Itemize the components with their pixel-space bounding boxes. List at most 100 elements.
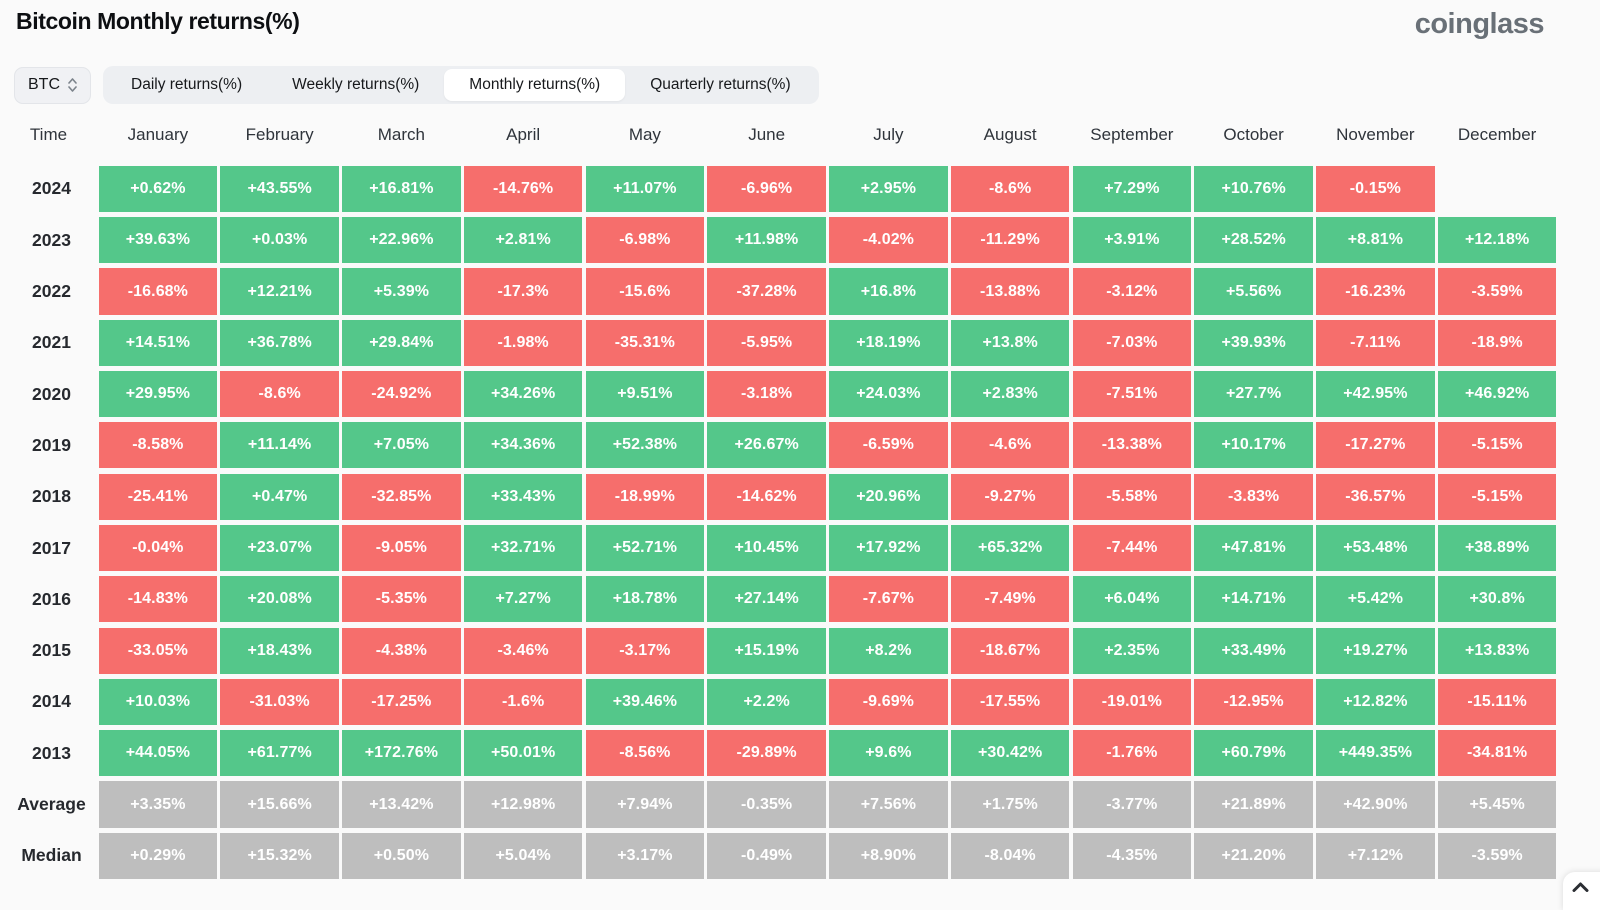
- return-cell: +0.62%: [98, 165, 218, 212]
- return-cell: -3.12%: [1072, 268, 1192, 315]
- return-cell: +13.42%: [342, 781, 461, 828]
- return-cell: -11.29%: [950, 217, 1070, 264]
- return-cell: -13.88%: [950, 268, 1070, 315]
- return-cell: +3.35%: [98, 781, 218, 828]
- return-cell: -18.9%: [1437, 319, 1557, 366]
- return-cell: -31.03%: [220, 678, 339, 725]
- return-cell: +9.51%: [585, 371, 705, 418]
- year-row-label: 2023: [32, 229, 71, 250]
- year-row-label: 2022: [32, 281, 71, 302]
- year-row-label: 2017: [32, 537, 71, 558]
- return-cell: +2.81%: [463, 217, 583, 264]
- return-cell: +19.27%: [1316, 627, 1435, 674]
- return-cell: +53.48%: [1316, 524, 1435, 572]
- return-cell: +28.52%: [1194, 217, 1313, 264]
- summary-row-label: Average: [17, 794, 86, 814]
- return-cell: +0.47%: [220, 473, 339, 520]
- return-cell: -9.05%: [342, 524, 461, 572]
- column-header-month: April: [506, 125, 541, 144]
- column-header-month: January: [127, 125, 189, 144]
- returns-grid: Time January February March April May June July…: [0, 112, 1558, 881]
- return-cell: -18.99%: [585, 473, 705, 520]
- return-cell: +24.03%: [829, 371, 948, 418]
- return-cell: +39.93%: [1194, 319, 1313, 366]
- return-cell: +34.26%: [463, 371, 583, 418]
- return-cell: +14.51%: [98, 319, 218, 366]
- return-cell: -7.44%: [1072, 524, 1192, 572]
- return-cell: +36.78%: [220, 319, 339, 366]
- year-row-label: 2020: [32, 383, 71, 404]
- return-cell: -3.59%: [1437, 268, 1557, 315]
- return-cell: -1.98%: [463, 319, 583, 366]
- return-cell: -5.58%: [1072, 473, 1192, 520]
- page-header: Bitcoin Monthly returns(%) coinglass: [0, 0, 1600, 42]
- tab-daily-returns[interactable]: Daily returns(%): [131, 76, 243, 93]
- return-cell: +52.38%: [585, 422, 705, 469]
- year-row-label: 2021: [32, 332, 71, 353]
- return-cell: +2.95%: [829, 165, 948, 212]
- year-row-label: 2019: [32, 434, 71, 455]
- return-cell: +21.20%: [1194, 832, 1313, 879]
- return-cell: -17.3%: [463, 268, 583, 315]
- return-cell: +46.92%: [1437, 371, 1557, 418]
- return-cell: -3.46%: [463, 627, 583, 674]
- return-cell: -17.25%: [342, 678, 461, 725]
- return-cell: -9.27%: [950, 473, 1070, 520]
- return-cell: +7.94%: [585, 781, 705, 828]
- return-cell: +23.07%: [220, 524, 339, 572]
- return-cell: -0.35%: [707, 781, 826, 828]
- column-header-month: August: [983, 125, 1037, 144]
- return-cell: -16.68%: [98, 268, 218, 315]
- return-cell: +33.49%: [1194, 627, 1313, 674]
- return-cell: -8.6%: [220, 371, 339, 418]
- return-cell: -14.83%: [98, 576, 218, 623]
- return-cell: +0.29%: [98, 832, 218, 879]
- return-cell: +14.71%: [1194, 576, 1313, 623]
- tab-monthly-returns[interactable]: Monthly returns(%): [444, 69, 626, 101]
- return-cell: -7.67%: [829, 576, 948, 623]
- return-cell: +15.19%: [707, 627, 826, 674]
- return-cell: +8.90%: [829, 832, 948, 879]
- scroll-top-button[interactable]: [1563, 872, 1600, 910]
- chevron-up-icon: [1572, 879, 1589, 897]
- symbol-select[interactable]: BTC: [14, 66, 91, 104]
- return-cell: +32.71%: [463, 524, 583, 572]
- return-cell: -3.83%: [1194, 473, 1313, 520]
- return-cell: -15.11%: [1437, 678, 1557, 725]
- return-cell: -4.6%: [950, 422, 1070, 469]
- return-cell: +60.79%: [1194, 730, 1313, 777]
- return-cell: -0.49%: [707, 832, 826, 879]
- return-cell: +29.84%: [342, 319, 461, 366]
- return-cell: +30.42%: [950, 730, 1070, 777]
- return-cell: +8.2%: [829, 627, 948, 674]
- coinglass-logo[interactable]: coinglass: [1414, 8, 1545, 40]
- return-cell: -25.41%: [98, 473, 218, 520]
- return-cell: +43.55%: [220, 165, 339, 212]
- return-cell: +11.14%: [220, 422, 339, 469]
- tab-quarterly-returns[interactable]: Quarterly returns(%): [650, 76, 791, 93]
- return-cell: -5.95%: [707, 319, 826, 366]
- return-cell: +0.03%: [220, 217, 339, 264]
- return-cell: +11.98%: [707, 217, 826, 264]
- return-cell: +42.95%: [1316, 371, 1435, 418]
- return-cell: -24.92%: [342, 371, 461, 418]
- column-header-month: July: [873, 125, 904, 144]
- return-cell: +18.19%: [829, 319, 948, 366]
- return-cell: +5.39%: [342, 268, 461, 315]
- return-cell: +22.96%: [342, 217, 461, 264]
- column-header-month: June: [748, 125, 786, 144]
- return-cell: +10.17%: [1194, 422, 1313, 469]
- return-cell: +10.03%: [98, 678, 218, 725]
- return-cell: +2.83%: [950, 371, 1070, 418]
- return-cell: +20.08%: [220, 576, 339, 623]
- return-cell: -1.76%: [1072, 730, 1192, 777]
- return-cell: -36.57%: [1316, 473, 1435, 520]
- tab-weekly-returns[interactable]: Weekly returns(%): [292, 76, 420, 93]
- return-cell: -8.56%: [585, 730, 705, 777]
- column-header-month: February: [245, 125, 314, 144]
- return-cell: -4.38%: [342, 627, 461, 674]
- return-cell: -32.85%: [342, 473, 461, 520]
- return-cell: +7.05%: [342, 422, 461, 469]
- return-cell: -3.59%: [1437, 832, 1557, 879]
- return-cell: -3.77%: [1072, 781, 1192, 828]
